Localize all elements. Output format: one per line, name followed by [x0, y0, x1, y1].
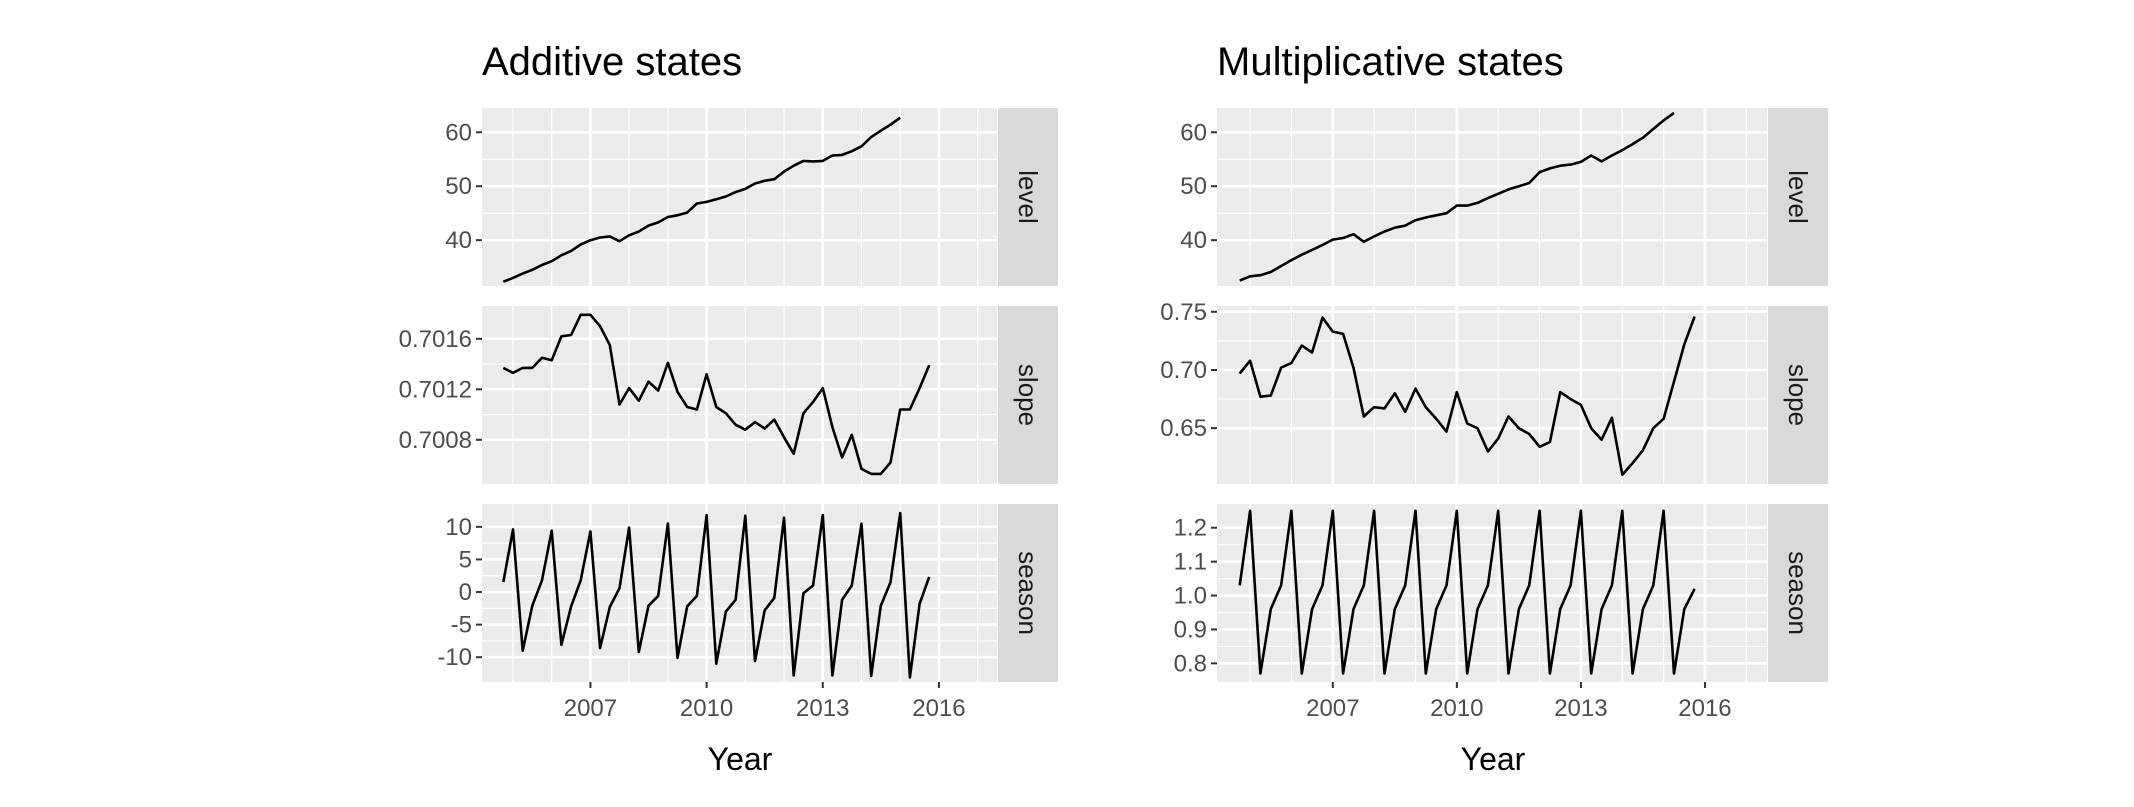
chart-title-multiplicative: Multiplicative states: [1217, 40, 1564, 84]
y-tick-label: 1.0: [1174, 583, 1207, 610]
strip-background-slope: [1768, 306, 1828, 484]
x-tick-label: 2013: [796, 695, 849, 722]
x-tick-label: 2016: [1678, 695, 1731, 722]
strip-label-season: season: [1013, 551, 1043, 635]
x-tick-label: 2007: [564, 695, 617, 722]
panel-background-multiplicative-slope: [1217, 306, 1767, 484]
series-line-multiplicative-slope: [1238, 316, 1696, 477]
y-tick-label: 10: [445, 514, 472, 541]
x-tick-label: 2013: [1554, 695, 1607, 722]
y-tick-label: 0.65: [1160, 415, 1207, 442]
strip-background-season: [998, 504, 1058, 682]
panel-background-additive-slope: [482, 306, 997, 484]
y-tick-label: 0.7016: [399, 326, 472, 353]
y-tick-label: -10: [437, 644, 472, 671]
chart-title-additive: Additive states: [482, 40, 742, 84]
y-tick-label: 1.1: [1174, 549, 1207, 576]
y-tick-label: 40: [445, 227, 472, 254]
y-tick-label: 0.7012: [399, 376, 472, 403]
x-tick-label: 2010: [680, 695, 733, 722]
series-line-additive-slope: [502, 313, 931, 476]
strip-background-slope: [998, 306, 1058, 484]
x-tick-label: 2007: [1306, 695, 1359, 722]
x-axis-title-additive: Year: [708, 741, 773, 777]
series-line-additive-level: [502, 116, 901, 283]
strip-label-slope: slope: [1013, 364, 1043, 426]
y-tick-label: 50: [445, 173, 472, 200]
y-tick-label: -5: [451, 612, 472, 639]
panel-background-additive-level: [482, 108, 997, 286]
strip-background-level: [1768, 108, 1828, 286]
panel-background-multiplicative-season: [1217, 504, 1767, 682]
series-line-multiplicative-season: [1238, 509, 1696, 675]
strip-label-slope: slope: [1783, 364, 1813, 426]
y-tick-label: 0: [459, 579, 472, 606]
y-tick-label: 0.70: [1160, 357, 1207, 384]
y-tick-label: 0.9: [1174, 616, 1207, 643]
series-line-additive-season: [502, 511, 931, 679]
strip-label-level: level: [1013, 170, 1043, 223]
y-tick-label: 0.75: [1160, 299, 1207, 326]
y-tick-label: 60: [1180, 119, 1207, 146]
y-tick-label: 40: [1180, 227, 1207, 254]
strip-label-level: level: [1783, 170, 1813, 223]
y-tick-label: 1.2: [1174, 515, 1207, 542]
x-axis-title-multiplicative: Year: [1461, 741, 1526, 777]
y-tick-label: 0.7008: [399, 427, 472, 454]
strip-label-season: season: [1783, 551, 1813, 635]
y-tick-label: 0.8: [1174, 650, 1207, 677]
strip-background-level: [998, 108, 1058, 286]
strip-background-season: [1768, 504, 1828, 682]
y-tick-label: 60: [445, 119, 472, 146]
y-tick-label: 5: [459, 546, 472, 573]
series-line-multiplicative-level: [1239, 111, 1675, 282]
y-tick-label: 50: [1180, 173, 1207, 200]
x-tick-label: 2010: [1430, 695, 1483, 722]
x-tick-label: 2016: [912, 695, 965, 722]
